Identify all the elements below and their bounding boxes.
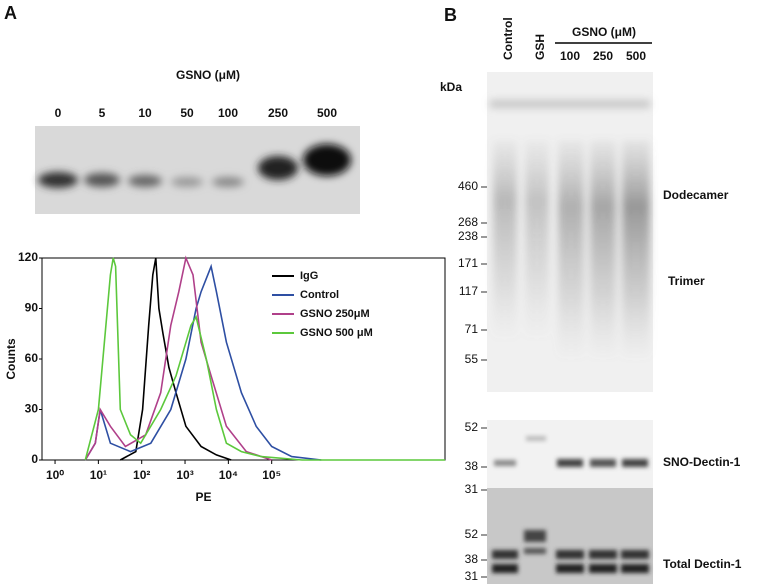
marker-label: 460 (458, 179, 478, 193)
y-axis-label: Counts (4, 338, 18, 380)
marker-label: 31 (465, 569, 479, 583)
band-label: Dodecamer (663, 188, 729, 202)
series-line (84, 263, 322, 461)
marker-label: 171 (458, 256, 478, 270)
legend-label: IgG (300, 270, 318, 282)
series-line (119, 257, 232, 461)
panel-label: B (444, 5, 457, 25)
marker-label: 71 (465, 322, 479, 336)
legend-label: Control (300, 289, 339, 301)
marker-label: 52 (465, 527, 479, 541)
panel-label: A (4, 3, 17, 23)
marker-label: 52 (465, 420, 479, 434)
lane-label: GSH (533, 34, 547, 60)
x-axis-label: PE (195, 490, 211, 504)
lane-label: 0 (55, 106, 62, 120)
blot-label: Total Dectin-1 (663, 557, 742, 571)
x-tick-label: 10⁰ (46, 468, 64, 482)
band-label: Trimer (668, 274, 705, 288)
bands (492, 530, 649, 573)
gsno-header: GSNO (μM) (572, 25, 636, 39)
blot (35, 126, 360, 214)
series-line (84, 257, 445, 461)
legend-label: GSNO 500 μM (300, 327, 373, 339)
lane-label: 250 (268, 106, 288, 120)
blot-label: SNO-Dectin-1 (663, 455, 741, 469)
bands (494, 436, 648, 467)
y-tick-label: 60 (25, 351, 39, 365)
marker-label: 117 (459, 284, 478, 298)
lane-label: 250 (593, 49, 613, 63)
x-tick-label: 10⁵ (262, 468, 281, 482)
lane-label: 10 (138, 106, 152, 120)
x-tick-label: 10⁴ (219, 468, 238, 482)
lane-label: Control (501, 17, 515, 60)
lane-label: 50 (180, 106, 194, 120)
y-tick-label: 30 (25, 402, 39, 416)
legend-label: GSNO 250μM (300, 308, 370, 320)
y-tick-label: 90 (25, 301, 39, 315)
lane-label: 5 (99, 106, 106, 120)
x-tick-label: 10¹ (90, 468, 107, 482)
bands (38, 144, 351, 188)
marker-label: 238 (458, 229, 478, 243)
x-tick-label: 10³ (176, 468, 193, 482)
y-tick-label: 120 (18, 250, 38, 264)
marker-label: 38 (465, 459, 479, 473)
lane-label: 500 (626, 49, 646, 63)
smears (490, 100, 650, 360)
marker-label: 268 (458, 215, 478, 229)
y-tick-label: 0 (31, 452, 38, 466)
unit: kDa (440, 80, 462, 94)
lane-label: 100 (218, 106, 238, 120)
marker-label: 31 (465, 482, 479, 496)
series-line (84, 255, 272, 461)
marker-label: 38 (465, 552, 479, 566)
lane-label: 100 (560, 49, 580, 63)
marker-label: 55 (465, 352, 479, 366)
blot-header: GSNO (μM) (176, 68, 240, 82)
lane-label: 500 (317, 106, 337, 120)
x-tick-label: 10² (133, 468, 150, 482)
